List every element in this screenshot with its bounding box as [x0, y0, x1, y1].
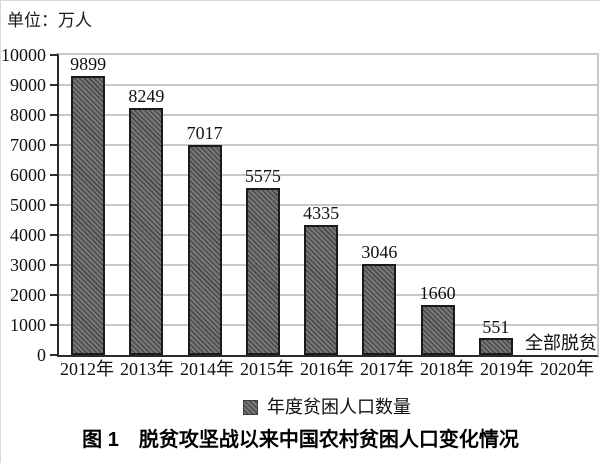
bar — [129, 107, 164, 355]
y-axis-tick — [50, 174, 57, 176]
y-axis-label: 5000 — [10, 195, 46, 215]
bar — [71, 75, 106, 355]
bar-columns: 9899 8249 7017 5575 4335 3046 1660 551 全部脱贫 — [59, 55, 597, 355]
x-axis-label: 2015年 — [240, 359, 294, 379]
bar-value-label: 3046 — [361, 241, 398, 262]
bar — [362, 263, 397, 355]
hatched-square-legend-swatch — [243, 400, 258, 416]
bar-column: 7017 — [176, 55, 234, 355]
plot-area: 0 1000 2000 3000 4000 5000 6000 7000 8000 9000 100… — [1, 46, 599, 364]
y-axis-label: 7000 — [10, 135, 46, 155]
bar-column: 551 — [467, 55, 525, 355]
bar-column: 1660 — [409, 55, 467, 355]
y-axis-tick — [50, 324, 57, 326]
bar-column: 4335 — [292, 55, 350, 355]
bar-value-label: 7017 — [186, 122, 223, 143]
bar-column: 9899 — [59, 55, 117, 355]
y-axis-label: 8000 — [10, 105, 46, 125]
gridline — [59, 84, 597, 86]
bar-column: 3046 — [350, 55, 408, 355]
y-axis-tick — [50, 114, 57, 116]
x-axis-label: 2014年 — [180, 359, 234, 379]
bar-value-label: 8249 — [128, 85, 165, 106]
gridline — [59, 204, 597, 206]
unit-label: 单位：万人 — [7, 11, 92, 30]
figure-caption: 图 1 脱贫攻坚战以来中国农村贫困人口变化情况 — [82, 429, 519, 451]
x-axis-label: 2019年 — [480, 359, 534, 379]
bar-value-label: 5575 — [244, 165, 281, 186]
y-axis-tick — [50, 234, 57, 236]
legend-label: 年度贫困人口数量 — [267, 397, 411, 417]
bar-column: 5575 — [234, 55, 292, 355]
bar-column: 8249 — [117, 55, 175, 355]
y-axis-tick — [50, 294, 57, 296]
bar — [245, 187, 280, 355]
y-axis-tick — [50, 84, 57, 86]
bar-value-label: 551 — [482, 316, 510, 337]
bar — [478, 338, 513, 355]
y-axis-label: 0 — [37, 345, 46, 365]
gridline — [59, 174, 597, 176]
y-axis-label: 4000 — [10, 225, 46, 245]
gridline — [59, 114, 597, 116]
y-axis-label: 1000 — [10, 315, 46, 335]
bar-value-label: 9899 — [70, 54, 107, 74]
bar — [304, 224, 339, 355]
zero-value-annotation: 全部脱贫 — [525, 333, 597, 353]
x-axis-labels: 2012年 2013年 2014年 2015年 2016年 2017年 2018年 2019年… — [57, 359, 597, 381]
x-axis-label: 2018年 — [420, 359, 474, 379]
legend: 年度贫困人口数量 — [57, 397, 597, 419]
y-axis-tick — [50, 204, 57, 206]
y-axis-tick — [50, 354, 57, 356]
y-axis-tick — [50, 144, 57, 146]
x-axis-label: 2016年 — [300, 359, 354, 379]
y-axis-label: 2000 — [10, 285, 46, 305]
bar-value-label: 4335 — [303, 203, 340, 224]
y-axis-tick — [50, 264, 57, 266]
bar — [420, 305, 455, 355]
x-axis-label: 2013年 — [120, 359, 174, 379]
bar-column: 全部脱贫 — [525, 55, 597, 355]
x-axis-label: 2020年 — [540, 359, 594, 379]
y-axis-label: 6000 — [10, 165, 46, 185]
y-axis-label: 9000 — [10, 75, 46, 95]
gridline — [59, 144, 597, 146]
y-axis-tick — [50, 54, 57, 56]
y-axis-label: 3000 — [10, 255, 46, 275]
bar-value-label: 1660 — [419, 283, 456, 304]
x-axis-label: 2017年 — [360, 359, 414, 379]
y-axis-label: 10000 — [1, 45, 46, 65]
x-axis-label: 2012年 — [60, 359, 114, 379]
bar — [187, 144, 222, 355]
